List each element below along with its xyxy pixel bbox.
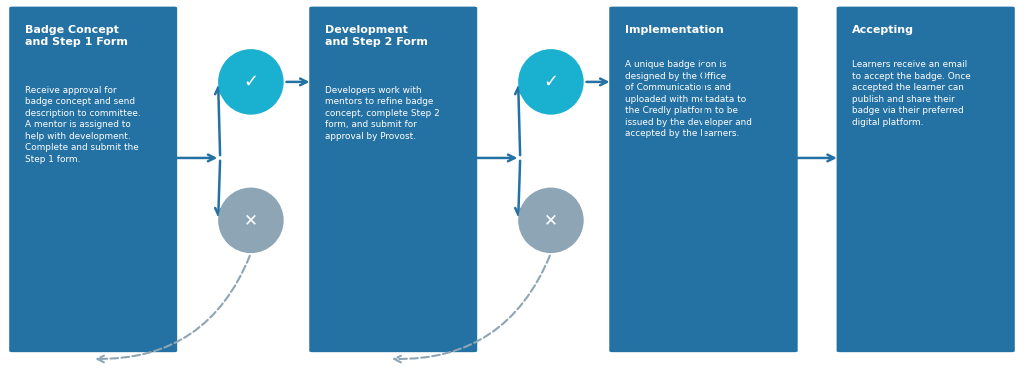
Text: Accepting: Accepting [852,25,914,35]
Text: Development
and Step 2 Form: Development and Step 2 Form [325,25,427,47]
Ellipse shape [218,188,284,253]
FancyArrowPatch shape [798,154,835,161]
FancyArrowPatch shape [215,87,222,155]
FancyArrowPatch shape [477,154,515,161]
FancyBboxPatch shape [309,7,477,352]
Ellipse shape [518,49,584,115]
Text: ✓: ✓ [244,73,258,91]
FancyArrowPatch shape [394,256,550,362]
FancyArrowPatch shape [177,154,215,161]
Text: Learners receive an email
to accept the badge. Once
accepted the learner can
pub: Learners receive an email to accept the … [852,60,971,127]
Text: Implementation: Implementation [625,25,723,35]
Text: Badge Concept
and Step 1 Form: Badge Concept and Step 1 Form [25,25,127,47]
Text: ✕: ✕ [244,211,258,229]
Ellipse shape [518,188,584,253]
FancyBboxPatch shape [837,7,1015,352]
FancyArrowPatch shape [287,78,307,85]
FancyBboxPatch shape [9,7,177,352]
Text: Receive approval for
badge concept and send
description to committee.
A mentor i: Receive approval for badge concept and s… [25,86,140,163]
FancyArrowPatch shape [515,161,522,215]
FancyArrowPatch shape [515,87,522,155]
FancyArrowPatch shape [97,256,250,362]
Text: ✓: ✓ [544,73,558,91]
Text: ✕: ✕ [544,211,558,229]
Ellipse shape [218,49,284,115]
FancyBboxPatch shape [609,7,798,352]
FancyArrowPatch shape [700,64,707,348]
Text: A unique badge icon is
designed by the Office
of Communications and
uploaded wit: A unique badge icon is designed by the O… [625,60,752,138]
Text: Developers work with
mentors to refine badge
concept, complete Step 2
form, and : Developers work with mentors to refine b… [325,86,439,141]
FancyArrowPatch shape [587,78,607,85]
FancyArrowPatch shape [215,161,222,215]
